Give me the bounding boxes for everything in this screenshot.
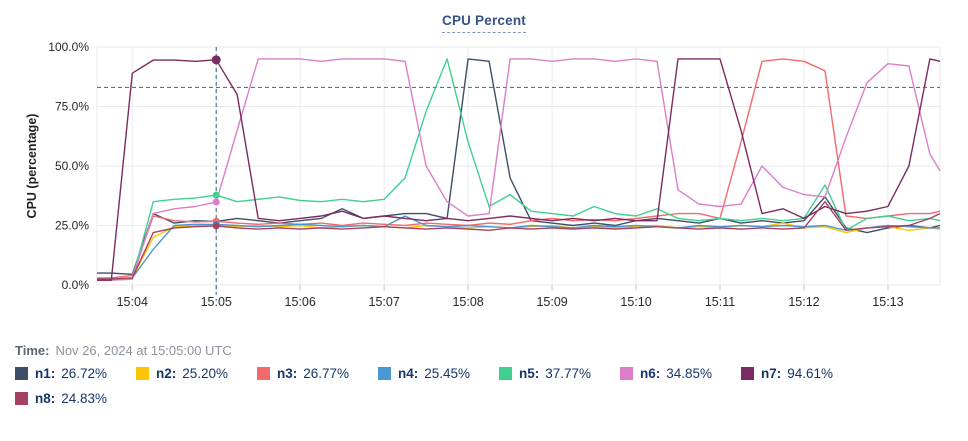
- x-tick-label: 15:07: [369, 295, 400, 309]
- chart-title-wrap: CPU Percent: [0, 0, 968, 33]
- legend-value-n2: 25.20%: [182, 366, 229, 381]
- legend-value-n4: 25.45%: [424, 366, 471, 381]
- y-tick-label: 50.0%: [55, 159, 89, 173]
- x-tick-label: 15:13: [872, 295, 903, 309]
- series-line-n6[interactable]: [97, 58, 941, 281]
- x-tick-label: 15:09: [536, 295, 567, 309]
- legend-item-n4[interactable]: n4: 25.45%: [378, 366, 499, 381]
- legend-value-n6: 34.85%: [666, 366, 713, 381]
- cpu-chart[interactable]: 0.0% 25.0% 50.0% 75.0% 100.0% 15:04 15:05 15:06…: [0, 37, 968, 315]
- legend-name-n8: n8:: [35, 391, 56, 406]
- legend-value-n3: 26.77%: [303, 366, 350, 381]
- series-line-n2[interactable]: [97, 222, 941, 280]
- legend-value-n1: 26.72%: [61, 366, 108, 381]
- legend-swatch-n4: [378, 367, 391, 380]
- crosshair-marker-n8: [212, 222, 220, 230]
- time-caption-value: Nov 26, 2024 at 15:05:00 UTC: [55, 343, 232, 358]
- x-tick-label: 15:06: [285, 295, 316, 309]
- legend-swatch-n1: [15, 367, 28, 380]
- y-tick-label: 100.0%: [48, 40, 89, 54]
- legend-name-n4: n4:: [398, 366, 419, 381]
- legend-swatch-n5: [499, 367, 512, 380]
- legend-name-n2: n2:: [156, 366, 177, 381]
- legend-item-n7[interactable]: n7: 94.61%: [741, 366, 862, 381]
- legend-value-n7: 94.61%: [787, 366, 834, 381]
- x-tick-label: 15:08: [452, 295, 483, 309]
- legend-swatch-n2: [136, 367, 149, 380]
- x-tick-label: 15:04: [117, 295, 148, 309]
- crosshair-marker-n7: [211, 55, 221, 65]
- legend-swatch-n3: [257, 367, 270, 380]
- legend-item-n1[interactable]: n1: 26.72%: [15, 366, 136, 381]
- legend-item-n8[interactable]: n8: 24.83%: [15, 391, 136, 406]
- chart-title[interactable]: CPU Percent: [442, 13, 526, 33]
- series-line-n8[interactable]: [97, 200, 941, 280]
- time-caption-label: Time:: [15, 343, 50, 358]
- x-tick-label: 15:10: [620, 295, 651, 309]
- crosshair-marker-n6: [212, 198, 220, 206]
- time-caption: Time: Nov 26, 2024 at 15:05:00 UTC: [15, 343, 232, 358]
- legend-name-n1: n1:: [35, 366, 56, 381]
- x-tick-label: 15:11: [705, 295, 735, 309]
- legend: n1: 26.72% n2: 25.20% n3: 26.77% n4: 25.45% n5: 3…: [15, 366, 965, 406]
- legend-swatch-n7: [741, 367, 754, 380]
- series-line-n7[interactable]: [97, 58, 941, 281]
- y-tick-label: 0.0%: [62, 278, 90, 292]
- legend-value-n8: 24.83%: [61, 391, 108, 406]
- crosshair-marker-n5: [212, 191, 220, 199]
- legend-name-n6: n6:: [640, 366, 661, 381]
- legend-swatch-n6: [620, 367, 633, 380]
- legend-item-n5[interactable]: n5: 37.77%: [499, 366, 620, 381]
- series-line-n1[interactable]: [97, 58, 941, 276]
- legend-swatch-n8: [15, 392, 28, 405]
- legend-name-n7: n7:: [761, 366, 782, 381]
- series-line-n5[interactable]: [97, 58, 941, 281]
- x-tick-label: 15:12: [788, 295, 819, 309]
- legend-name-n3: n3:: [277, 366, 298, 381]
- legend-item-n6[interactable]: n6: 34.85%: [620, 366, 741, 381]
- legend-item-n3[interactable]: n3: 26.77%: [257, 366, 378, 381]
- legend-name-n5: n5:: [519, 366, 540, 381]
- series-line-n3[interactable]: [97, 58, 941, 279]
- legend-item-n2[interactable]: n2: 25.20%: [136, 366, 257, 381]
- legend-value-n5: 37.77%: [545, 366, 592, 381]
- y-tick-label: 75.0%: [55, 100, 89, 114]
- y-tick-label: 25.0%: [55, 219, 89, 233]
- x-tick-label: 15:05: [201, 295, 232, 309]
- series-line-n4[interactable]: [97, 215, 940, 280]
